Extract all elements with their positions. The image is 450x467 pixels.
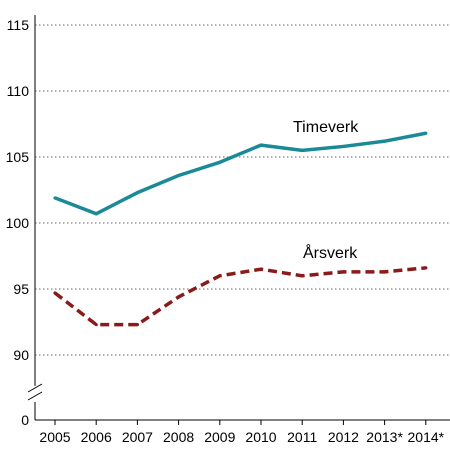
axis-break-mark	[27, 391, 43, 401]
x-tick-label: 2013*	[366, 429, 403, 445]
x-tick-label: 2011	[287, 429, 317, 445]
data-point	[94, 212, 98, 216]
data-point	[177, 295, 181, 299]
data-point	[300, 148, 304, 152]
data-point	[300, 274, 304, 278]
y-tick-label: 95	[13, 281, 29, 297]
axis-layer: 115 110 105 100 95 90 0 2005 2006 2007 2008 2009 201…	[6, 15, 450, 445]
x-tick-label: 2009	[204, 429, 235, 445]
series-label: Årsverk	[303, 243, 358, 262]
label-layer: Timeverk Årsverk	[293, 119, 359, 262]
data-point	[218, 160, 222, 164]
data-point	[259, 267, 263, 271]
grid-layer	[35, 24, 450, 356]
series-line-1	[53, 266, 426, 327]
series-label: Timeverk	[293, 119, 359, 136]
data-point	[383, 139, 387, 143]
y-tick-label: 100	[6, 215, 30, 231]
axis-break-mark	[27, 383, 43, 393]
x-tick-label: 2006	[81, 429, 112, 445]
data-point	[341, 270, 345, 274]
series-layer	[53, 131, 428, 327]
data-point	[383, 270, 387, 274]
y-tick-label: 115	[7, 17, 30, 33]
data-point	[341, 144, 345, 149]
x-tick-label: 2012	[328, 429, 359, 445]
data-point	[218, 274, 222, 278]
y-tick-label: 105	[6, 149, 30, 165]
data-point	[135, 191, 139, 195]
x-tick-label: 2005	[39, 429, 70, 445]
y-tick-label: 0	[21, 412, 29, 428]
y-tick-label: 110	[7, 83, 30, 99]
data-point	[424, 266, 428, 270]
y-tick-label: 90	[13, 347, 29, 363]
data-point	[177, 173, 181, 178]
x-tick-label: 2008	[163, 429, 194, 445]
x-tick-label: 2014*	[408, 429, 445, 445]
data-point	[53, 196, 57, 200]
data-point	[135, 323, 139, 327]
data-point	[424, 131, 428, 135]
data-point	[259, 143, 263, 147]
data-point	[94, 323, 98, 327]
x-tick-label: 2010	[245, 429, 276, 445]
series-line-0	[54, 131, 427, 216]
data-point	[53, 291, 57, 295]
x-tick-label: 2007	[122, 429, 153, 445]
